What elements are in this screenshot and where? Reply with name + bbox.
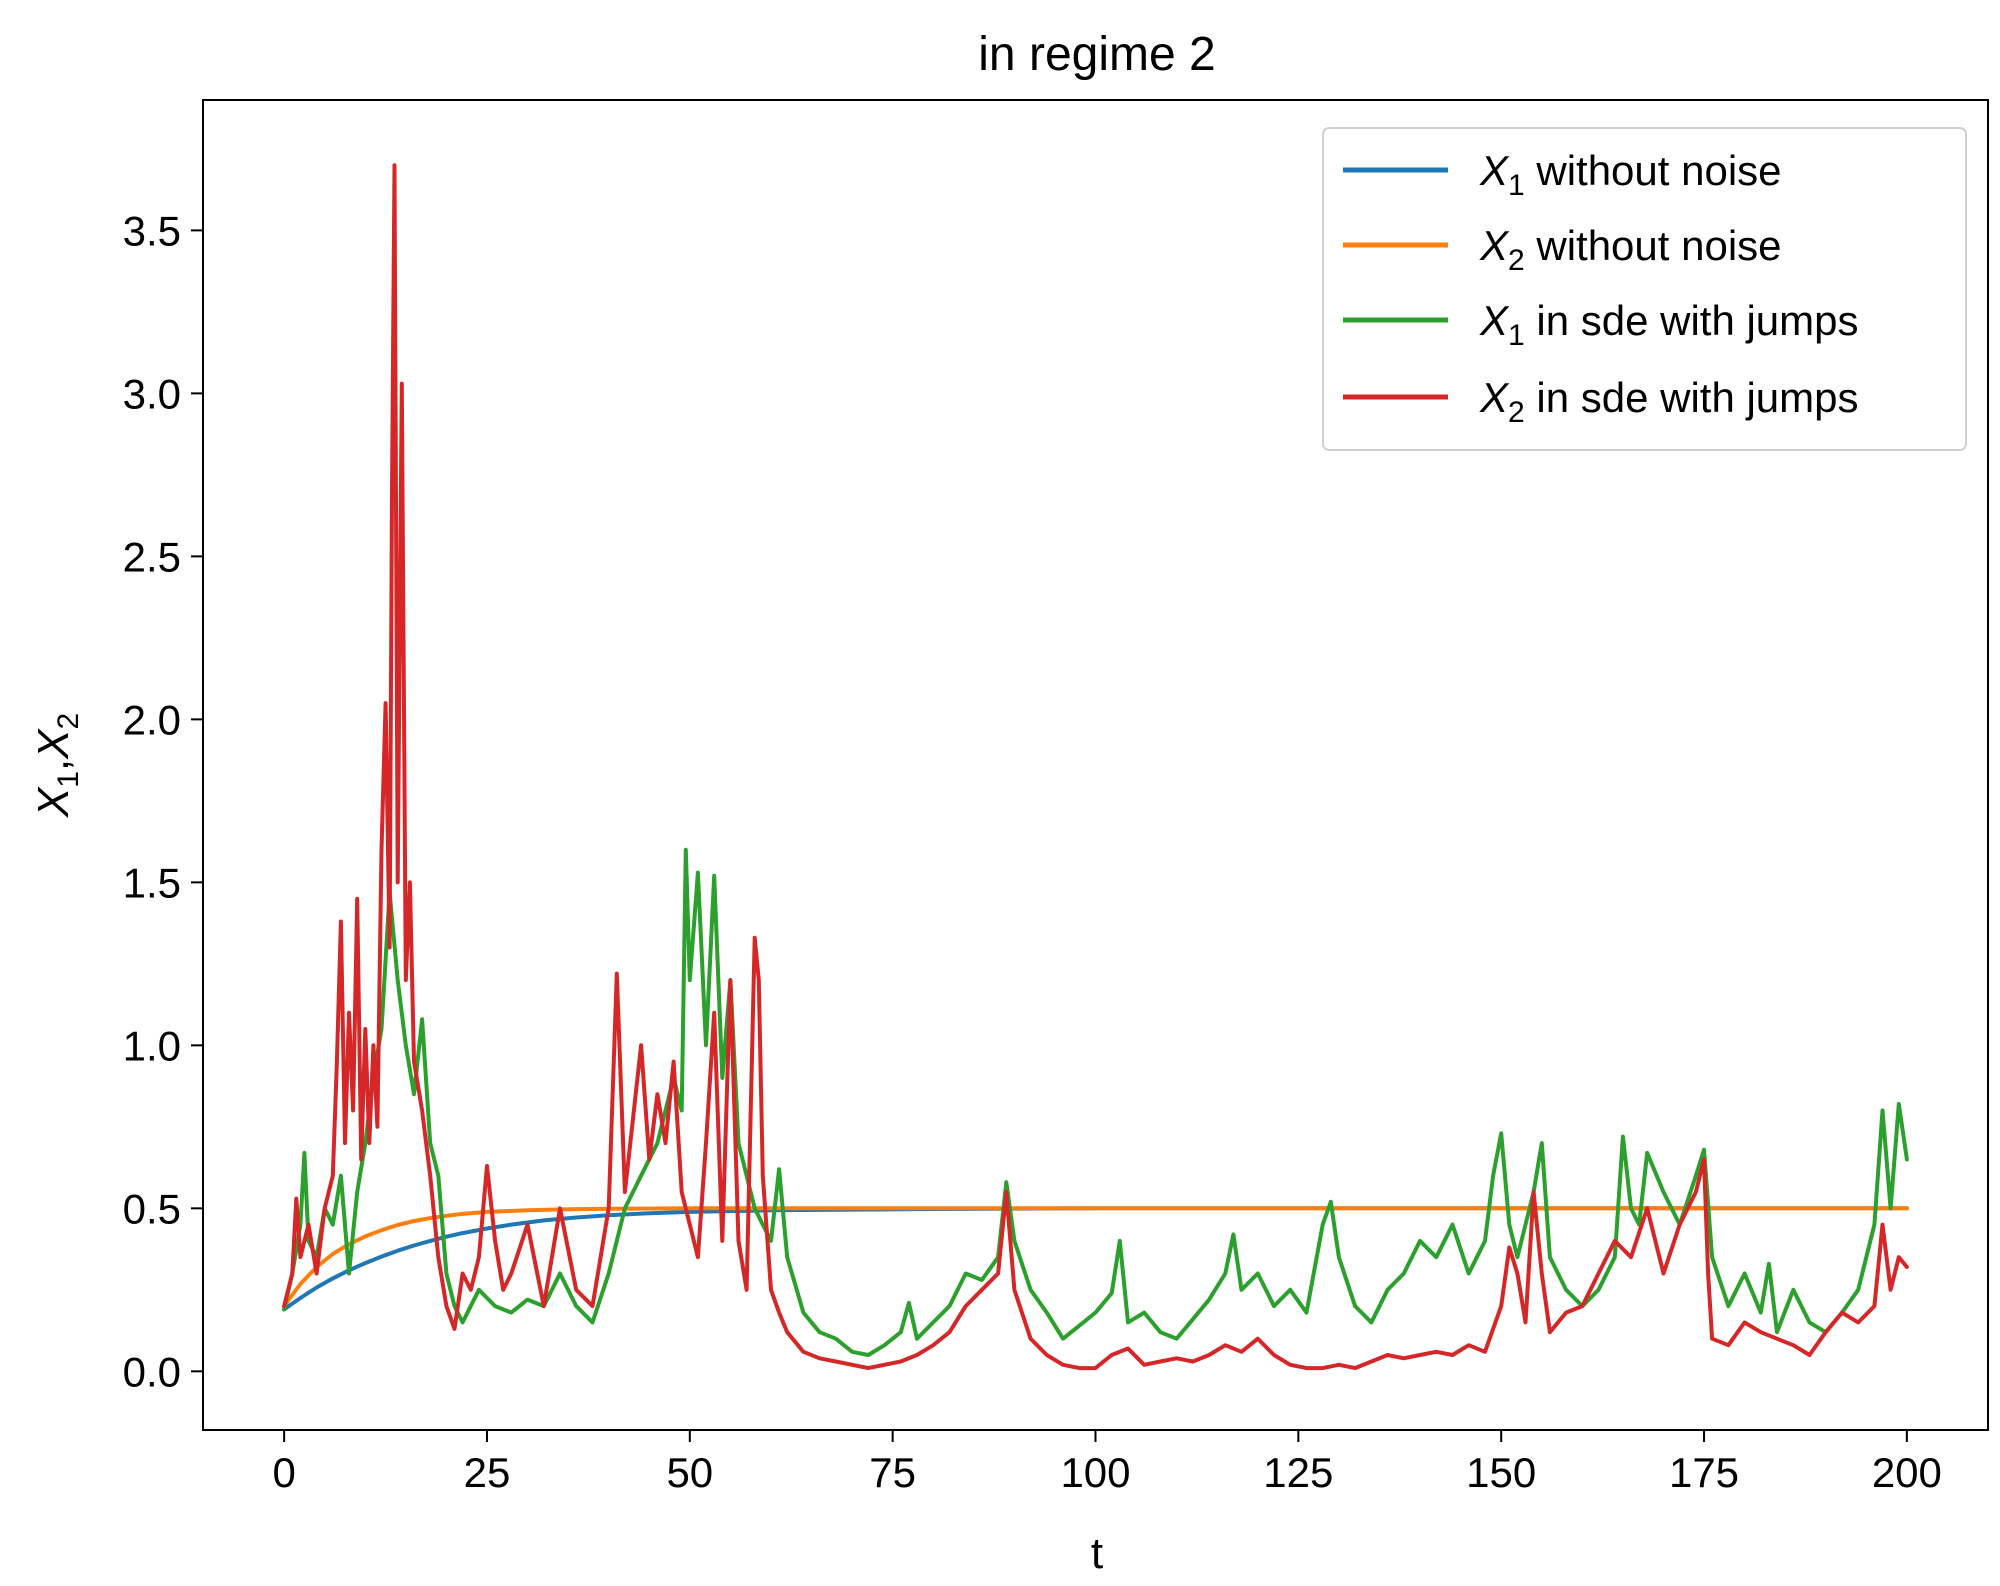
y-tick-label: 2.0: [123, 696, 181, 743]
legend-frame: [1322, 127, 1967, 451]
y-tick-label: 2.5: [123, 533, 181, 580]
series-line-2: [282, 1206, 1909, 1309]
series-line-4: [282, 163, 1909, 1371]
legend-label-1: X1 without noise: [1479, 147, 1782, 202]
legend-label-4: X2 in sde with jumps: [1479, 374, 1859, 429]
x-tick-label: 50: [666, 1449, 713, 1496]
legend: X1 without noise X2 without noise X1 in sd…: [1322, 127, 1967, 451]
y-tick-label: 0.5: [123, 1185, 181, 1232]
y-tick-label: 0.0: [123, 1348, 181, 1395]
x-tick-label: 75: [869, 1449, 916, 1496]
legend-entries: X1 without noise X2 without noise X1 in sd…: [1343, 147, 1859, 429]
y-axis: 0.0 0.5 1.0 1.5 2.0 2.5 3.0 3.5: [123, 207, 203, 1395]
legend-label-2: X2 without noise: [1479, 222, 1782, 277]
y-tick-label: 3.5: [123, 207, 181, 254]
y-axis-label: X1,X2: [29, 713, 85, 818]
x-tick-label: 125: [1263, 1449, 1333, 1496]
x-tick-label: 0: [272, 1449, 295, 1496]
chart-title: in regime 2: [978, 28, 1215, 81]
y-tick-label: 3.0: [123, 370, 181, 417]
x-tick-label: 150: [1466, 1449, 1536, 1496]
legend-label-3: X1 in sde with jumps: [1479, 297, 1859, 352]
x-axis-label: t: [1091, 1529, 1103, 1578]
y-tick-label: 1.5: [123, 859, 181, 906]
x-tick-label: 100: [1060, 1449, 1130, 1496]
x-tick-label: 200: [1872, 1449, 1942, 1496]
x-tick-label: 25: [464, 1449, 511, 1496]
x-tick-label: 175: [1669, 1449, 1739, 1496]
x-axis: 0 25 50 75 100 125 150 175 200: [272, 1430, 1942, 1496]
series-layer: [282, 163, 1909, 1371]
y-tick-label: 1.0: [123, 1022, 181, 1069]
